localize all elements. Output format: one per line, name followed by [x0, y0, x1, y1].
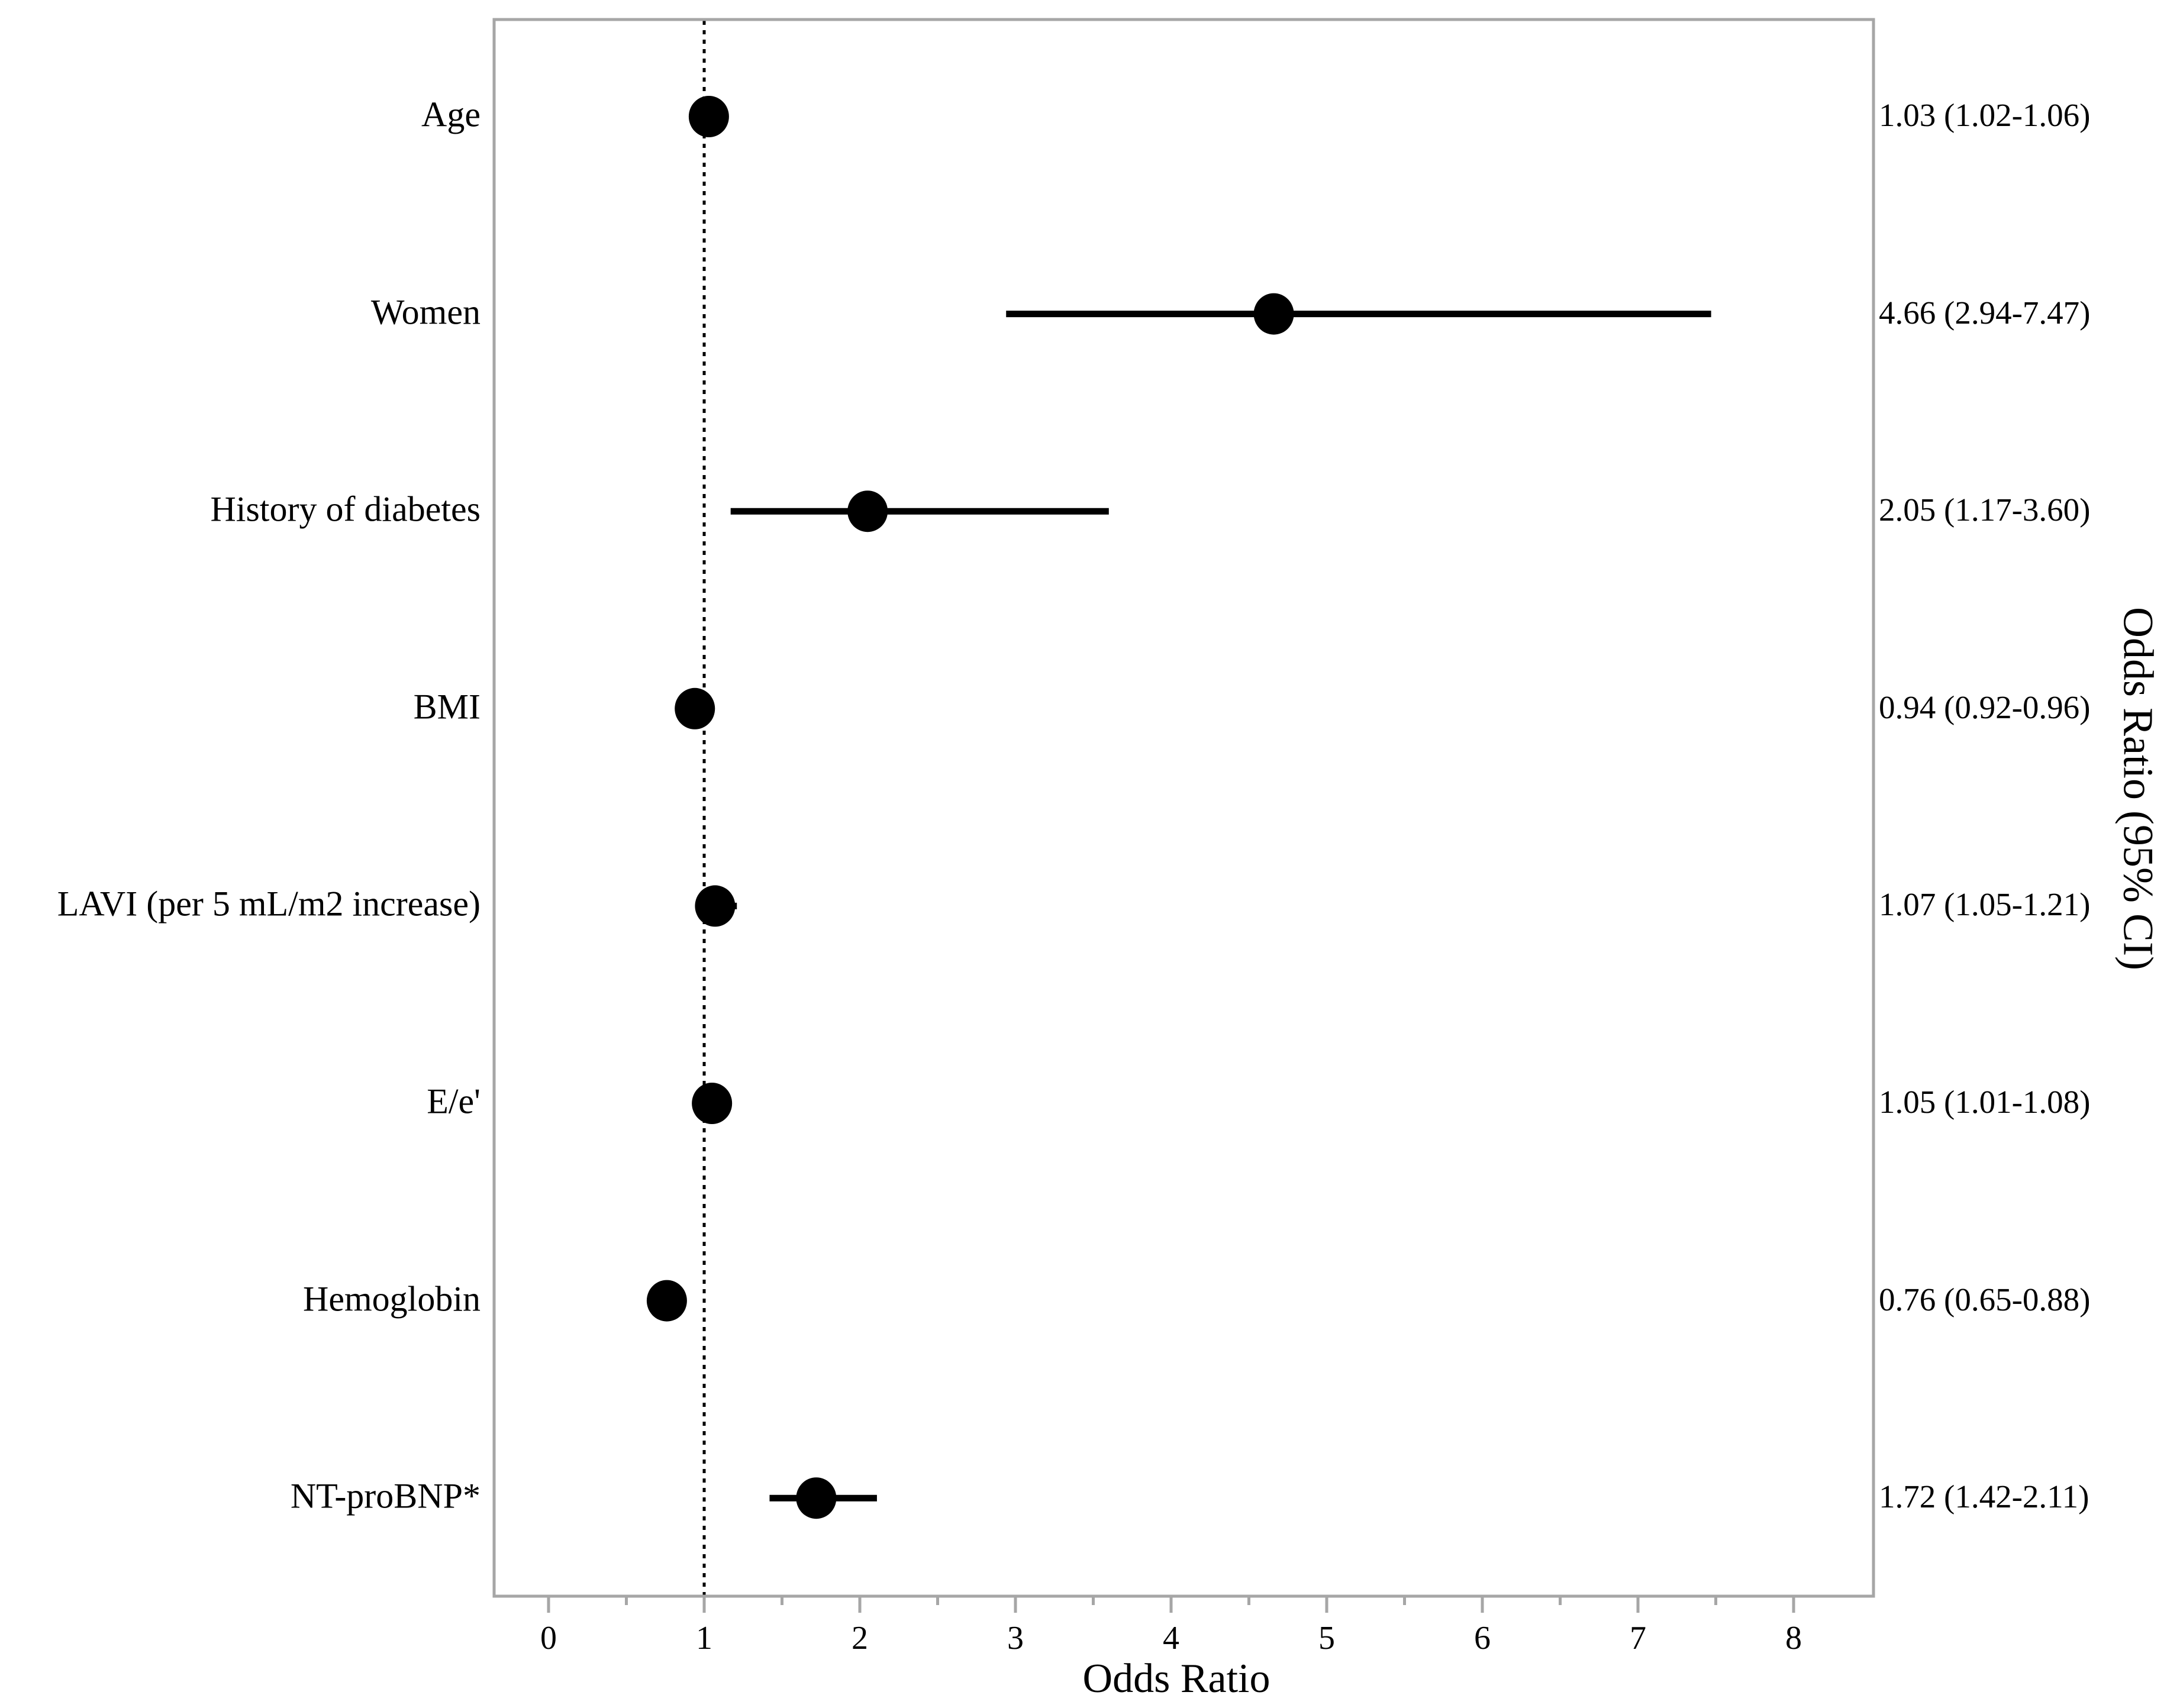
- x-tick-label: 3: [1007, 1620, 1024, 1657]
- odds-ratio-marker: [688, 96, 729, 137]
- row-label: E/e': [427, 1081, 481, 1121]
- odds-ratio-marker: [675, 687, 715, 729]
- row-label: History of diabetes: [210, 489, 481, 529]
- row-label: Age: [421, 95, 481, 134]
- odds-ratio-marker: [695, 885, 736, 927]
- row-ci-value: 0.76 (0.65-0.88): [1879, 1281, 2091, 1318]
- row-label: LAVI (per 5 mL/m2 increase): [57, 884, 481, 924]
- odds-ratio-marker: [646, 1280, 687, 1322]
- odds-ratio-marker: [796, 1477, 837, 1519]
- plot-border: [492, 18, 1875, 1598]
- x-tick-label: 8: [1785, 1620, 1802, 1657]
- row-ci-value: 1.72 (1.42-2.11): [1879, 1478, 2089, 1515]
- x-tick-label: 7: [1630, 1620, 1646, 1657]
- row-ci-value: 1.03 (1.02-1.06): [1879, 96, 2091, 133]
- odds-ratio-marker: [1253, 293, 1294, 335]
- x-axis-title: Odds Ratio: [1082, 1656, 1270, 1701]
- row-label: Women: [370, 292, 481, 332]
- odds-ratio-marker: [847, 490, 888, 532]
- row-ci-value: 0.94 (0.92-0.96): [1879, 689, 2091, 725]
- right-axis-title: Odds Ratio (95% CI): [2114, 607, 2162, 970]
- x-tick-label: 0: [540, 1620, 557, 1657]
- x-tick-label: 6: [1474, 1620, 1491, 1657]
- row-ci-value: 4.66 (2.94-7.47): [1879, 294, 2091, 331]
- x-tick-label: 5: [1318, 1620, 1335, 1657]
- x-tick-label: 2: [852, 1620, 868, 1657]
- row-ci-value: 2.05 (1.17-3.60): [1879, 492, 2091, 528]
- odds-ratio-marker: [692, 1083, 733, 1124]
- row-ci-value: 1.07 (1.05-1.21): [1879, 886, 2091, 923]
- row-label: Hemoglobin: [303, 1279, 481, 1319]
- row-ci-value: 1.05 (1.01-1.08): [1879, 1083, 2091, 1120]
- row-label: NT-proBNP*: [290, 1476, 481, 1516]
- x-tick-label: 1: [696, 1620, 712, 1657]
- row-label: BMI: [413, 687, 481, 727]
- x-tick-label: 4: [1163, 1620, 1179, 1657]
